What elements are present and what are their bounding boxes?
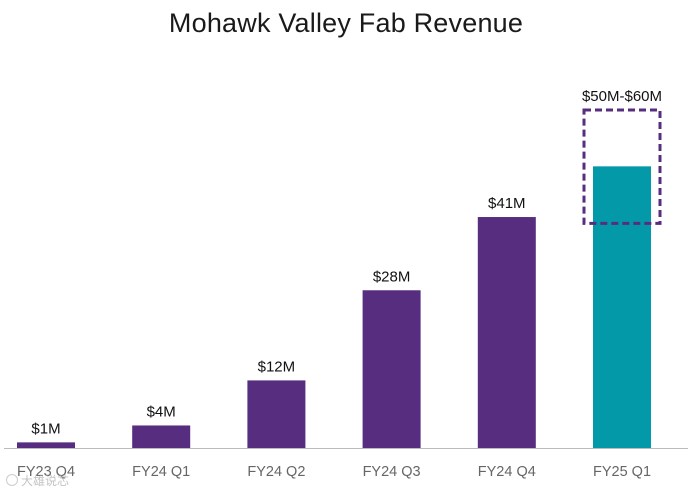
watermark: 大雄说芯 — [6, 472, 69, 489]
bar-fy24-q3 — [362, 290, 421, 448]
data-label: $28M — [373, 268, 411, 285]
x-tick-label: FY24 Q3 — [363, 464, 421, 480]
x-tick-label: FY24 Q4 — [478, 464, 536, 480]
bar-fy25-q1 — [593, 166, 651, 449]
bar-fy23-q4 — [17, 442, 75, 448]
watermark-text: 大雄说芯 — [21, 474, 70, 488]
bar-fy24-q2 — [247, 380, 306, 448]
x-tick-label: FY25 Q1 — [593, 464, 651, 480]
data-label: $12M — [258, 358, 296, 375]
data-label: $41M — [488, 195, 526, 212]
data-label: $1M — [31, 420, 60, 437]
data-label: $50M-$60M — [582, 88, 662, 105]
x-tick-label: FY24 Q2 — [247, 464, 305, 480]
chart-title: Mohawk Valley Fab Revenue — [168, 8, 524, 38]
bar-fy24-q4 — [477, 217, 536, 448]
watermark-logo-icon — [6, 474, 18, 486]
x-tick-label: FY24 Q1 — [132, 464, 190, 480]
guidance-range-box — [582, 108, 662, 225]
bar-fy24-q1 — [132, 425, 191, 448]
data-label: $4M — [147, 403, 176, 420]
x-tick-label: FY23 Q4 — [17, 464, 75, 480]
